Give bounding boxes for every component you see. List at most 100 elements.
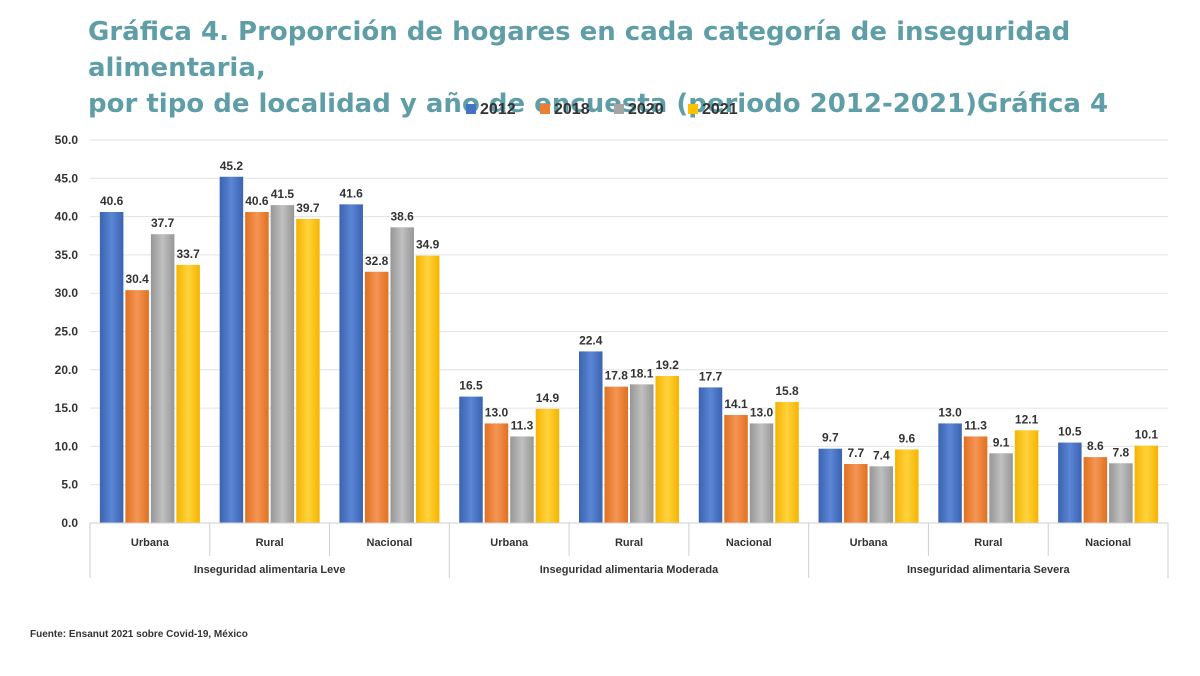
- legend-label-2021: 2021: [702, 101, 738, 118]
- y-tick-label: 30.0: [55, 286, 79, 300]
- bar-2018-3: [364, 271, 389, 523]
- y-tick-label: 40.0: [55, 210, 79, 224]
- data-label: 33.7: [176, 247, 200, 261]
- bar-2020-1: [150, 234, 175, 523]
- bar-2021-7: [895, 449, 919, 523]
- data-label: 13.0: [485, 405, 509, 419]
- data-label: 11.3: [511, 418, 534, 432]
- bar-2018-6: [724, 414, 748, 523]
- bar-2021-1: [176, 264, 200, 523]
- data-label: 12.1: [1015, 412, 1039, 426]
- bar-2018-7: [844, 464, 868, 523]
- chart-title-line-1: Gráfica 4. Proporción de hogares en cada…: [88, 17, 1071, 83]
- x-tick-label: Rural: [615, 537, 643, 549]
- data-label: 37.7: [151, 216, 175, 230]
- data-label: 11.3: [964, 418, 987, 432]
- data-label: 30.4: [125, 272, 149, 286]
- legend: 2012 2018 2020 2021: [466, 101, 738, 118]
- bar-2020-7: [869, 466, 894, 523]
- bar-2012-3: [339, 204, 363, 523]
- data-label: 32.8: [365, 254, 389, 268]
- bar-2012-1: [99, 212, 124, 523]
- data-label: 40.6: [245, 194, 269, 208]
- data-label: 22.4: [579, 333, 603, 347]
- data-label: 8.6: [1087, 439, 1104, 453]
- data-label: 10.5: [1058, 425, 1082, 439]
- bar-2020-9: [1109, 463, 1133, 523]
- x-tick-label: Nacional: [726, 537, 772, 549]
- y-tick-label: 15.0: [55, 401, 79, 415]
- bar-2021-8: [1014, 430, 1039, 523]
- data-label: 45.2: [220, 159, 244, 173]
- y-tick-label: 45.0: [55, 171, 79, 185]
- bar-2012-5: [579, 351, 603, 523]
- group-label: Inseguridad alimentaria Severa: [907, 564, 1071, 576]
- data-label: 9.6: [898, 431, 915, 445]
- x-tick-label: Urbana: [490, 537, 529, 549]
- data-label: 7.8: [1113, 445, 1130, 459]
- data-label: 41.6: [340, 186, 364, 200]
- y-axis: 0.0 5.0 10.0 15.0 20.0 25.0 30.0 35.0 40.0 45.0 50…: [55, 133, 79, 530]
- legend-label-2012: 2012: [480, 101, 516, 118]
- bar-2021-4: [535, 408, 560, 523]
- data-label: 9.7: [822, 431, 839, 445]
- data-label: 7.7: [847, 446, 864, 460]
- group-label: Inseguridad alimentaria Moderada: [540, 564, 719, 576]
- bars: [99, 176, 1159, 524]
- x-axis: Urbana Rural Nacional Urbana Rural Nacional Ur…: [89, 522, 1169, 578]
- bar-2012-2: [219, 176, 244, 523]
- data-label: 14.9: [536, 391, 560, 405]
- x-tick-label: Nacional: [1085, 537, 1131, 549]
- legend-swatch-2021: [688, 104, 698, 114]
- bar-2021-2: [296, 218, 320, 523]
- bar-2020-8: [989, 453, 1013, 523]
- x-tick-label: Rural: [256, 537, 284, 549]
- bar-2018-9: [1083, 457, 1108, 523]
- bar-2018-4: [484, 423, 509, 523]
- data-label: 13.0: [938, 405, 962, 419]
- bar-2020-6: [749, 423, 774, 523]
- bar-2021-9: [1134, 445, 1159, 523]
- y-tick-label: 35.0: [55, 248, 79, 262]
- bar-2020-5: [630, 384, 654, 523]
- y-tick-label: 5.0: [61, 478, 78, 492]
- data-label: 39.7: [296, 201, 320, 215]
- chart-title-line-2: por tipo de localidad y año de encuesta …: [88, 89, 1109, 119]
- bar-2021-3: [415, 255, 440, 523]
- bar-2012-9: [1058, 442, 1082, 523]
- chart-title: Gráfica 4. Proporción de hogares en cada…: [88, 14, 1168, 122]
- bar-2021-6: [775, 401, 799, 523]
- legend-swatch-2020: [614, 104, 624, 114]
- data-label: 17.7: [699, 369, 723, 383]
- x-tick-label: Urbana: [850, 537, 889, 549]
- bar-2012-7: [818, 448, 843, 523]
- bar-2018-8: [963, 436, 988, 523]
- bar-2018-2: [245, 212, 269, 523]
- bar-2020-2: [270, 205, 295, 524]
- data-label: 17.8: [605, 369, 629, 383]
- source-note: Fuente: Ensanut 2021 sobre Covid-19, Méx…: [30, 629, 248, 640]
- data-label: 34.9: [416, 238, 440, 252]
- y-tick-label: 50.0: [55, 133, 79, 147]
- data-label: 15.8: [775, 384, 799, 398]
- legend-swatch-2012: [466, 104, 476, 114]
- x-tick-label: Nacional: [367, 537, 413, 549]
- data-label: 13.0: [750, 405, 774, 419]
- bar-2018-1: [125, 290, 149, 523]
- data-label: 38.6: [391, 209, 415, 223]
- bar-2021-5: [655, 375, 679, 523]
- legend-label-2018: 2018: [554, 101, 590, 118]
- data-labels: 40.630.437.733.745.240.6 41.539.741.632.8…: [100, 159, 1158, 463]
- y-tick-label: 25.0: [55, 325, 79, 339]
- y-tick-label: 10.0: [55, 439, 79, 453]
- data-label: 14.1: [724, 397, 748, 411]
- y-tick-label: 20.0: [55, 363, 79, 377]
- legend-label-2020: 2020: [628, 101, 664, 118]
- bar-2012-4: [459, 396, 483, 523]
- bar-2020-4: [510, 436, 534, 523]
- data-label: 16.5: [459, 379, 483, 393]
- y-tick-label: 0.0: [61, 516, 78, 530]
- x-tick-label: Rural: [974, 537, 1002, 549]
- data-label: 7.4: [873, 448, 890, 462]
